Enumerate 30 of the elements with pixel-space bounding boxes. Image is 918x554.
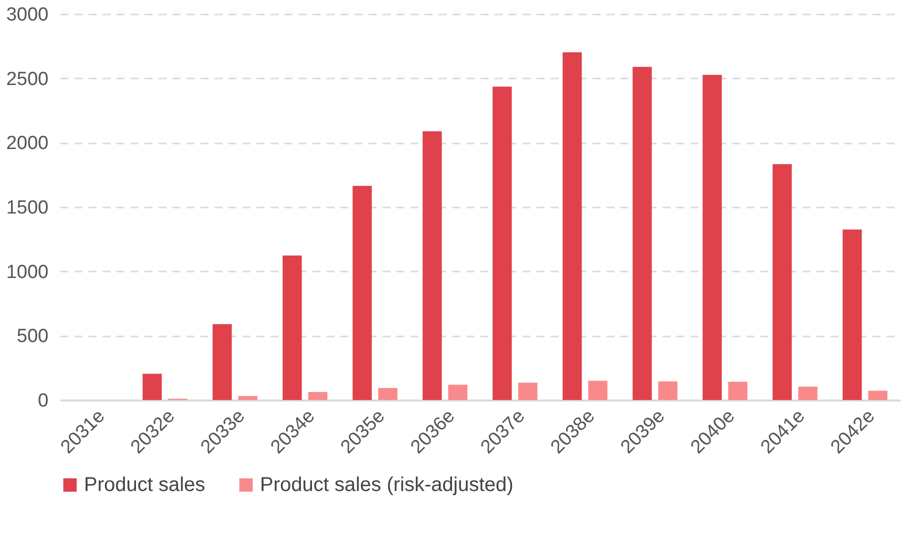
y-tick-label: 500: [16, 326, 48, 348]
bar: [378, 388, 398, 400]
bar: [772, 164, 792, 400]
bar: [728, 382, 748, 400]
bar: [212, 324, 232, 400]
bar: [448, 384, 468, 400]
bar: [518, 382, 538, 400]
y-tick-label: 2000: [6, 133, 48, 154]
bar: [798, 386, 818, 400]
legend-label: Product sales (risk-adjusted): [260, 474, 514, 496]
bar: [352, 186, 372, 400]
y-tick-label: 1500: [6, 198, 48, 218]
legend-label: Product sales: [84, 474, 206, 496]
bar: [308, 392, 328, 400]
bar: [238, 396, 258, 400]
y-tick-label: 1000: [6, 262, 48, 283]
bar: [142, 374, 162, 400]
bar: [868, 390, 888, 400]
bar: [658, 381, 678, 400]
bar: [282, 256, 302, 400]
y-tick-label: 2500: [6, 68, 48, 90]
bar: [562, 52, 582, 400]
y-tick-label: 0: [38, 390, 48, 412]
bar: [632, 66, 652, 400]
y-tick-label: 3000: [6, 4, 48, 26]
bar: [842, 230, 862, 400]
bar: [588, 380, 608, 400]
bar: [702, 74, 722, 400]
bar: [422, 131, 442, 400]
bar: [492, 86, 512, 400]
